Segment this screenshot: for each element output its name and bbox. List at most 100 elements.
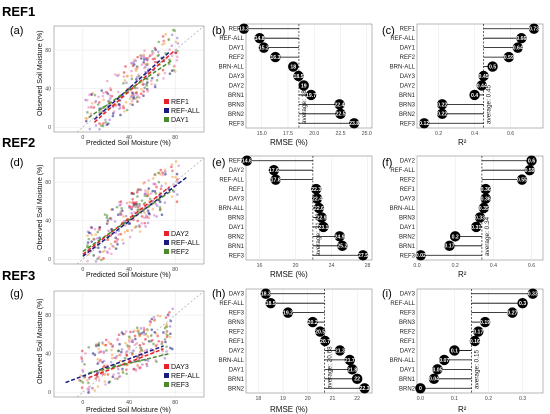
scatter-g-point <box>83 362 86 366</box>
scatter-d-point <box>143 211 147 215</box>
scatter-a-point <box>168 48 171 51</box>
scatter-d-point <box>160 184 163 188</box>
scatter-d-point <box>155 185 158 189</box>
scatter-g-point <box>140 332 143 335</box>
scatter-g-point <box>117 372 120 375</box>
lolli-c-dot <box>437 99 448 110</box>
lolli-c-average-label: average: 0.45 <box>486 84 493 124</box>
scatter-d-point <box>113 220 117 223</box>
lolli-c-dot <box>528 23 540 34</box>
scatter-d-point <box>106 238 109 242</box>
lolli-c-category-label: REF2 <box>400 55 416 61</box>
scatter-g-point <box>150 338 154 342</box>
lolli-i-category-label: DAY3 <box>400 292 416 298</box>
scatter-a-point <box>100 89 103 92</box>
scatter-a-point <box>130 69 133 73</box>
scatter-d-point <box>131 197 134 201</box>
scatter-a-point <box>134 86 137 90</box>
scatter-d-point <box>97 246 100 250</box>
lolli-b-value-label: 13.3 <box>239 27 249 33</box>
lolli-c-value-label: 0.12 <box>419 121 429 127</box>
lolli-f-category-label: REF-ALL <box>390 168 415 174</box>
lolli-b-dot <box>293 70 304 82</box>
scatter-a-point <box>98 127 101 131</box>
lolli-c-value-label: 0.22 <box>437 112 447 118</box>
scatter-d-point <box>164 172 167 176</box>
lolli-i-category-label: REF3 <box>400 311 416 317</box>
lolli-h-dot <box>260 288 271 299</box>
scatter-d-point <box>128 200 132 204</box>
lolli-b-category-label: DAY1 <box>229 46 245 52</box>
lolli-i-value-label: 0 <box>419 386 422 392</box>
lolli-i-dot <box>439 354 450 366</box>
scatter-d-point <box>151 177 155 180</box>
scatter-g-point <box>80 349 84 353</box>
scatter-d-point <box>103 245 107 249</box>
scatter-a-point <box>122 75 126 78</box>
scatter-d-point <box>103 213 107 216</box>
scatter-g-point <box>142 330 145 334</box>
lolli-i-value-label: 0.05 <box>432 367 442 373</box>
scatter-a-point <box>150 76 154 80</box>
lolli-h-category-label: REF2 <box>229 330 245 336</box>
scatter-a-point <box>118 107 121 111</box>
lolli-h-dot <box>351 373 363 385</box>
scatter-d-point <box>159 168 163 172</box>
lolli-i-category-label: DAY2 <box>400 348 416 354</box>
scatter-d-xlabel: Predicted Soil Moisture (%) <box>86 272 171 279</box>
scatter-d-legend-label: REF-ALL <box>171 240 200 247</box>
scatter-a-point <box>132 63 136 66</box>
scatter-g-point <box>96 385 100 388</box>
scatter-d-point <box>170 165 173 169</box>
lolli-e-frame <box>245 155 373 261</box>
lolli-c-category-label: DAY2 <box>400 83 416 89</box>
scatter-a-legend-swatch-ref1 <box>164 99 169 104</box>
scatter-a-point <box>130 77 134 81</box>
scatter-d-point <box>125 201 129 205</box>
scatter-d-point <box>90 226 94 229</box>
scatter-a-point <box>98 111 102 114</box>
scatter-d-point <box>103 249 106 253</box>
scatter-g-point <box>165 325 169 328</box>
scatter-g-ytick: 40 <box>45 352 51 358</box>
scatter-g-point <box>168 335 172 339</box>
lolli-h-dot <box>319 335 331 347</box>
scatter-d-point <box>87 237 91 241</box>
lolli-b-value-label: 22.5 <box>335 112 345 118</box>
scatter-g-point <box>150 328 154 331</box>
scatter-g-point <box>147 339 151 343</box>
scatter-d-point <box>171 169 174 173</box>
lolli-f-category-label: DAY3 <box>400 197 416 203</box>
scatter-a-point <box>110 94 114 98</box>
lolli-b-category-label: REF2 <box>229 55 245 61</box>
scatter-a-point <box>153 85 157 89</box>
scatter-a-point <box>90 101 94 105</box>
scatter-g-point <box>79 374 83 377</box>
scatter-a-point <box>154 48 157 51</box>
lolli-f-dot <box>474 212 486 223</box>
scatter-g-point <box>116 337 120 341</box>
scatter-a-point <box>146 62 150 66</box>
scatter-a-point <box>122 82 125 85</box>
lolli-h-value-label: 20.2 <box>308 320 318 326</box>
lolli-c-category-label: BRN2 <box>399 112 416 118</box>
scatter-a-point <box>88 93 91 97</box>
scatter-g-point <box>91 386 94 390</box>
scatter-a-point <box>136 99 139 103</box>
scatter-g-point <box>112 373 115 376</box>
lolli-i-category-label: BRN2 <box>399 386 416 392</box>
scatter-d-point <box>176 193 179 196</box>
lolli-e-category-label: REF2 <box>229 159 245 165</box>
scatter-g-point <box>169 332 172 336</box>
lolli-i-dot <box>517 297 528 309</box>
scatter-d-fit-line-ref-all <box>82 176 188 257</box>
scatter-a-point <box>135 75 139 79</box>
scatter-g-point <box>87 385 91 389</box>
scatter-a-point <box>107 99 111 103</box>
scatter-d-point <box>135 202 138 206</box>
scatter-d-point <box>175 200 179 204</box>
scatter-d-point <box>98 250 102 254</box>
scatter-g-point <box>124 330 128 333</box>
lolli-i-value-label: 0.1 <box>451 348 458 354</box>
